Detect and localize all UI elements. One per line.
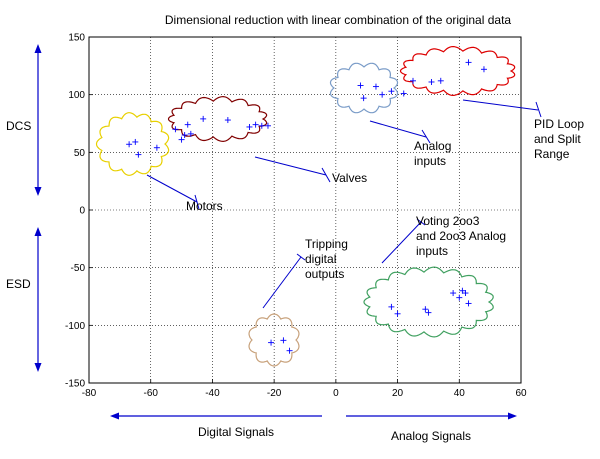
data-point xyxy=(126,141,133,148)
label-analog-inputs: Analog inputs xyxy=(414,139,455,168)
data-point xyxy=(480,66,487,73)
data-point xyxy=(200,115,207,122)
label-voting: Voting 2oo3 and 2oo3 Analog inputs xyxy=(416,214,509,258)
leader-line xyxy=(381,221,422,264)
data-point xyxy=(450,290,457,297)
cluster-outlines xyxy=(95,46,516,367)
data-point xyxy=(181,132,188,139)
leader-tick xyxy=(321,167,331,183)
cluster-outline xyxy=(167,95,268,143)
data-points xyxy=(126,59,487,354)
dcs-arrow xyxy=(34,44,42,196)
x-tick-label: 0 xyxy=(333,388,339,399)
y-tick-label: 0 xyxy=(79,206,85,217)
data-point xyxy=(258,122,265,129)
data-point xyxy=(422,306,429,313)
x-tick-label: -60 xyxy=(143,388,158,399)
leader-line xyxy=(254,156,327,176)
data-point xyxy=(372,83,379,90)
data-point xyxy=(462,290,469,297)
data-point xyxy=(172,126,179,133)
digital-signals-label: Digital Signals xyxy=(198,425,274,439)
data-point xyxy=(437,77,444,84)
data-point xyxy=(187,130,194,137)
data-point xyxy=(388,88,395,95)
leader-tick xyxy=(421,129,431,144)
data-point xyxy=(400,90,407,97)
x-tick-label: -80 xyxy=(82,388,97,399)
leader-tick xyxy=(416,218,426,226)
axis-ticks: -80 -60 -40 -20 0 20 40 60 -150 -100 -50 0 50 100 150 xyxy=(65,33,527,400)
cluster-outline xyxy=(399,46,516,96)
data-point xyxy=(379,91,386,98)
data-point xyxy=(394,310,401,317)
label-tripping-outputs: Tripping digital outputs xyxy=(305,237,351,281)
data-point xyxy=(224,117,231,124)
data-point xyxy=(465,59,472,66)
x-tick-label: 60 xyxy=(515,388,527,399)
data-point xyxy=(132,138,139,145)
cluster-outline xyxy=(363,266,494,338)
data-point xyxy=(280,337,287,344)
esd-arrow xyxy=(34,227,42,372)
y-tick-label: 150 xyxy=(68,33,85,44)
label-valves: Valves xyxy=(332,171,367,185)
chart-title: Dimensional reduction with linear combin… xyxy=(165,13,512,27)
x-tick-label: -40 xyxy=(205,388,220,399)
esd-label: ESD xyxy=(6,277,31,291)
data-point xyxy=(465,300,472,307)
leader-line xyxy=(462,99,539,111)
data-point xyxy=(428,78,435,85)
y-tick-label: 100 xyxy=(68,90,85,101)
data-point xyxy=(184,121,191,128)
cluster-outline xyxy=(95,112,170,176)
x-tick-label: 40 xyxy=(454,388,466,399)
data-point xyxy=(135,151,142,158)
data-point xyxy=(459,287,466,294)
data-point xyxy=(388,303,395,310)
x-tick-label: -20 xyxy=(267,388,282,399)
leader-tick xyxy=(535,101,542,118)
label-pid-loop: PID Loop and Split Range xyxy=(534,117,587,161)
y-tick-label: -50 xyxy=(71,263,86,274)
data-point xyxy=(360,95,367,102)
digital-arrow xyxy=(110,412,322,420)
data-point xyxy=(252,121,259,128)
grid xyxy=(89,37,521,383)
data-point xyxy=(264,122,271,129)
leader-line xyxy=(262,256,302,309)
cluster-outline xyxy=(248,313,300,367)
leader-line xyxy=(146,174,198,203)
y-tick-label: -150 xyxy=(65,379,85,390)
cluster-outline xyxy=(329,62,399,114)
y-tick-label: -100 xyxy=(65,321,85,332)
data-point xyxy=(425,309,432,316)
y-tick-label: 50 xyxy=(74,148,86,159)
leader-tick xyxy=(296,253,306,261)
analog-arrow xyxy=(346,412,517,420)
data-point xyxy=(456,294,463,301)
leader-lines xyxy=(146,99,542,309)
x-tick-label: 20 xyxy=(392,388,404,399)
data-point xyxy=(268,339,275,346)
label-motors: Motors xyxy=(186,199,223,213)
dcs-label: DCS xyxy=(6,119,31,133)
data-point xyxy=(286,347,293,354)
leader-line xyxy=(369,120,427,138)
data-point xyxy=(153,144,160,151)
data-point xyxy=(410,77,416,84)
data-point xyxy=(178,136,185,143)
analog-signals-label: Analog Signals xyxy=(391,429,471,443)
data-point xyxy=(357,82,364,89)
leader-tick xyxy=(194,194,200,210)
data-point xyxy=(246,123,253,130)
